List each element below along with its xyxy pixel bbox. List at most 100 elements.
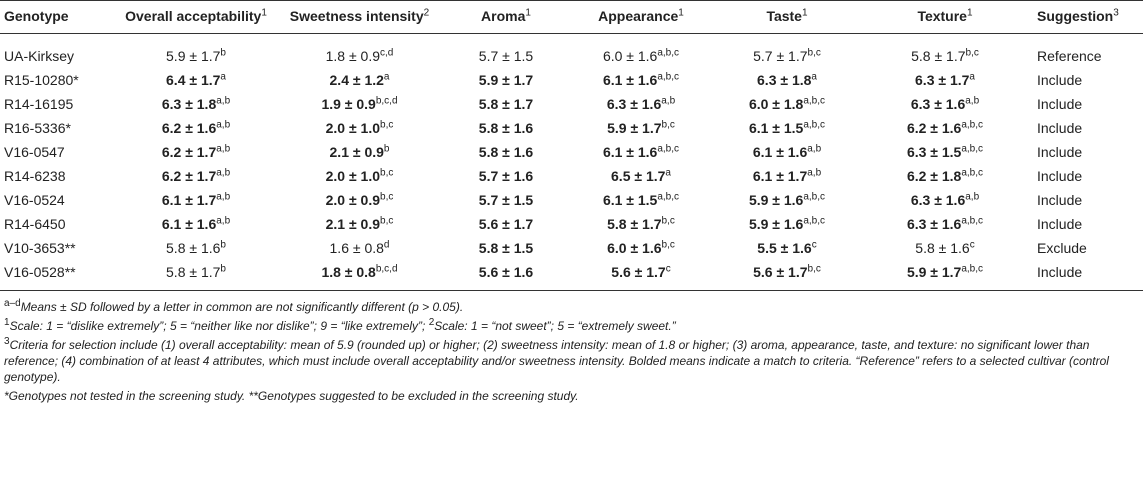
value-cell: 5.8 ± 1.7b [166,263,226,280]
genotype-cell: UA-Kirksey [4,48,75,64]
value-cell: 5.9 ± 1.7b,c [607,119,675,136]
value-cell: 6.3 ± 1.8a [757,71,817,88]
value-cell: 6.1 ± 1.6a,b [752,143,822,160]
value-cell: 1.6 ± 0.8d [329,239,390,256]
value-cell: 6.2 ± 1.6a,b [161,119,231,136]
col-header-sweetness-intensity: Sweetness intensity2 [289,7,430,24]
value-cell: 6.1 ± 1.7a,b [161,191,231,208]
suggestion-cell: Include [1037,120,1083,136]
table-row: V10-3653** 5.8 ± 1.6b 1.6 ± 0.8d 5.8 ± 1.5 6… [0,236,1143,260]
value-cell: 6.3 ± 1.6a,b,c [906,215,984,232]
value-cell: 6.2 ± 1.7a,b [161,167,231,184]
suggestion-cell: Include [1037,168,1083,184]
value-cell: 2.1 ± 0.9b [329,143,390,160]
col-header-appearance: Appearance1 [598,7,684,24]
suggestion-cell: Include [1037,144,1083,160]
value-cell: 5.8 ± 1.6c [915,239,975,256]
suggestion-cell: Reference [1037,48,1102,64]
value-cell: 6.1 ± 1.6a,b [161,215,231,232]
genotype-cell: R16-5336* [4,120,71,136]
suggestion-cell: Include [1037,192,1083,208]
genotype-cell: R14-6450 [4,216,66,232]
value-cell: 5.8 ± 1.5 [478,240,534,256]
value-cell: 5.9 ± 1.6a,b,c [748,215,826,232]
value-cell: 2.1 ± 0.9b,c [325,215,394,232]
value-cell: 6.3 ± 1.5a,b,c [906,143,984,160]
value-cell: 5.8 ± 1.6 [478,144,534,160]
value-cell: 2.0 ± 0.9b,c [325,191,394,208]
value-cell: 5.9 ± 1.6a,b,c [748,191,826,208]
value-cell: 1.9 ± 0.9b,c,d [321,95,398,112]
suggestion-cell: Include [1037,216,1083,232]
genotype-cell: R15-10280* [4,72,79,88]
table-row: V16-0547 6.2 ± 1.7a,b 2.1 ± 0.9b 5.8 ± 1.6 6… [0,140,1143,164]
table-row: V16-0524 6.1 ± 1.7a,b 2.0 ± 0.9b,c 5.7 ± 1.… [0,188,1143,212]
value-cell: 5.7 ± 1.5 [478,48,534,64]
footnotes: a–dMeans ± SD followed by a letter in co… [0,291,1143,404]
col-header-texture: Texture1 [917,7,973,24]
col-header-suggestion: Suggestion3 [1037,7,1119,24]
value-cell: 6.1 ± 1.6a,b,c [602,71,680,88]
genotype-cell: V16-0524 [4,192,65,208]
value-cell: 2.0 ± 1.0b,c [325,167,394,184]
value-cell: 6.3 ± 1.6a,b [606,95,676,112]
header-row: Genotype Overall acceptability1 Sweetnes… [0,0,1143,34]
value-cell: 5.6 ± 1.6 [478,264,534,280]
suggestion-cell: Include [1037,96,1083,112]
value-cell: 5.8 ± 1.6 [478,120,534,136]
table-row: R14-6238 6.2 ± 1.7a,b 2.0 ± 1.0b,c 5.7 ± 1.… [0,164,1143,188]
footnote-criteria: 3Criteria for selection include (1) over… [4,336,1109,385]
suggestion-cell: Include [1037,72,1083,88]
value-cell: 6.0 ± 1.8a,b,c [748,95,826,112]
col-header-overall-acceptability: Overall acceptability1 [125,7,267,24]
value-cell: 5.8 ± 1.7 [478,96,534,112]
value-cell: 2.4 ± 1.2a [329,71,390,88]
genotype-cell: R14-16195 [4,96,74,112]
value-cell: 6.1 ± 1.5a,b,c [602,191,680,208]
value-cell: 6.0 ± 1.6b,c [607,239,675,256]
footnote-genotypes: *Genotypes not tested in the screening s… [4,389,579,403]
table-row: R14-16195 6.3 ± 1.8a,b 1.9 ± 0.9b,c,d 5.8 ±… [0,92,1143,116]
sensory-table: Genotype Overall acceptability1 Sweetnes… [0,0,1143,291]
table-row: R15-10280* 6.4 ± 1.7a 2.4 ± 1.2a 5.9 ± 1.7 6… [0,68,1143,92]
value-cell: 6.1 ± 1.5a,b,c [748,119,826,136]
value-cell: 5.7 ± 1.5 [478,192,534,208]
value-cell: 6.2 ± 1.6a,b,c [906,119,984,136]
value-cell: 5.5 ± 1.6c [757,239,817,256]
value-cell: 1.8 ± 0.8b,c,d [321,263,398,280]
value-cell: 5.7 ± 1.7b,c [753,47,821,64]
value-cell: 6.3 ± 1.8a,b [161,95,231,112]
suggestion-cell: Exclude [1037,240,1087,256]
table-row: R14-6450 6.1 ± 1.6a,b 2.1 ± 0.9b,c 5.6 ± 1.… [0,212,1143,236]
value-cell: 5.7 ± 1.6 [478,168,534,184]
value-cell: 1.8 ± 0.9c,d [325,47,394,64]
value-cell: 5.6 ± 1.7b,c [753,263,821,280]
genotype-cell: V10-3653** [4,240,76,256]
value-cell: 6.3 ± 1.6a,b [910,191,980,208]
footnote-scales: 1Scale: 1 = “dislike extremely”; 5 = “ne… [4,317,676,334]
value-cell: 5.8 ± 1.7b,c [911,47,979,64]
value-cell: 6.2 ± 1.8a,b,c [906,167,984,184]
value-cell: 6.3 ± 1.7a [915,71,975,88]
suggestion-cell: Include [1037,264,1083,280]
table-body: UA-Kirksey 5.9 ± 1.7b 1.8 ± 0.9c,d 5.7 ± 1.… [0,34,1143,291]
value-cell: 5.9 ± 1.7b [166,47,226,64]
footnote-letters: a–dMeans ± SD followed by a letter in co… [4,298,464,315]
table-row: V16-0528** 5.8 ± 1.7b 1.8 ± 0.8b,c,d 5.6 ± … [0,260,1143,291]
value-cell: 2.0 ± 1.0b,c [325,119,394,136]
value-cell: 6.1 ± 1.7a,b [752,167,822,184]
value-cell: 5.8 ± 1.7b,c [607,215,675,232]
value-cell: 6.2 ± 1.7a,b [161,143,231,160]
value-cell: 6.5 ± 1.7a [611,167,671,184]
value-cell: 6.3 ± 1.6a,b [910,95,980,112]
value-cell: 5.9 ± 1.7 [478,72,534,88]
table-row: R16-5336* 6.2 ± 1.6a,b 2.0 ± 1.0b,c 5.8 ± 1… [0,116,1143,140]
genotype-cell: V16-0547 [4,144,65,160]
value-cell: 6.1 ± 1.6a,b,c [602,143,680,160]
value-cell: 5.8 ± 1.6b [166,239,226,256]
col-header-aroma: Aroma1 [481,7,531,24]
value-cell: 5.6 ± 1.7c [611,263,671,280]
value-cell: 5.6 ± 1.7 [478,216,534,232]
col-header-taste: Taste1 [766,7,808,24]
